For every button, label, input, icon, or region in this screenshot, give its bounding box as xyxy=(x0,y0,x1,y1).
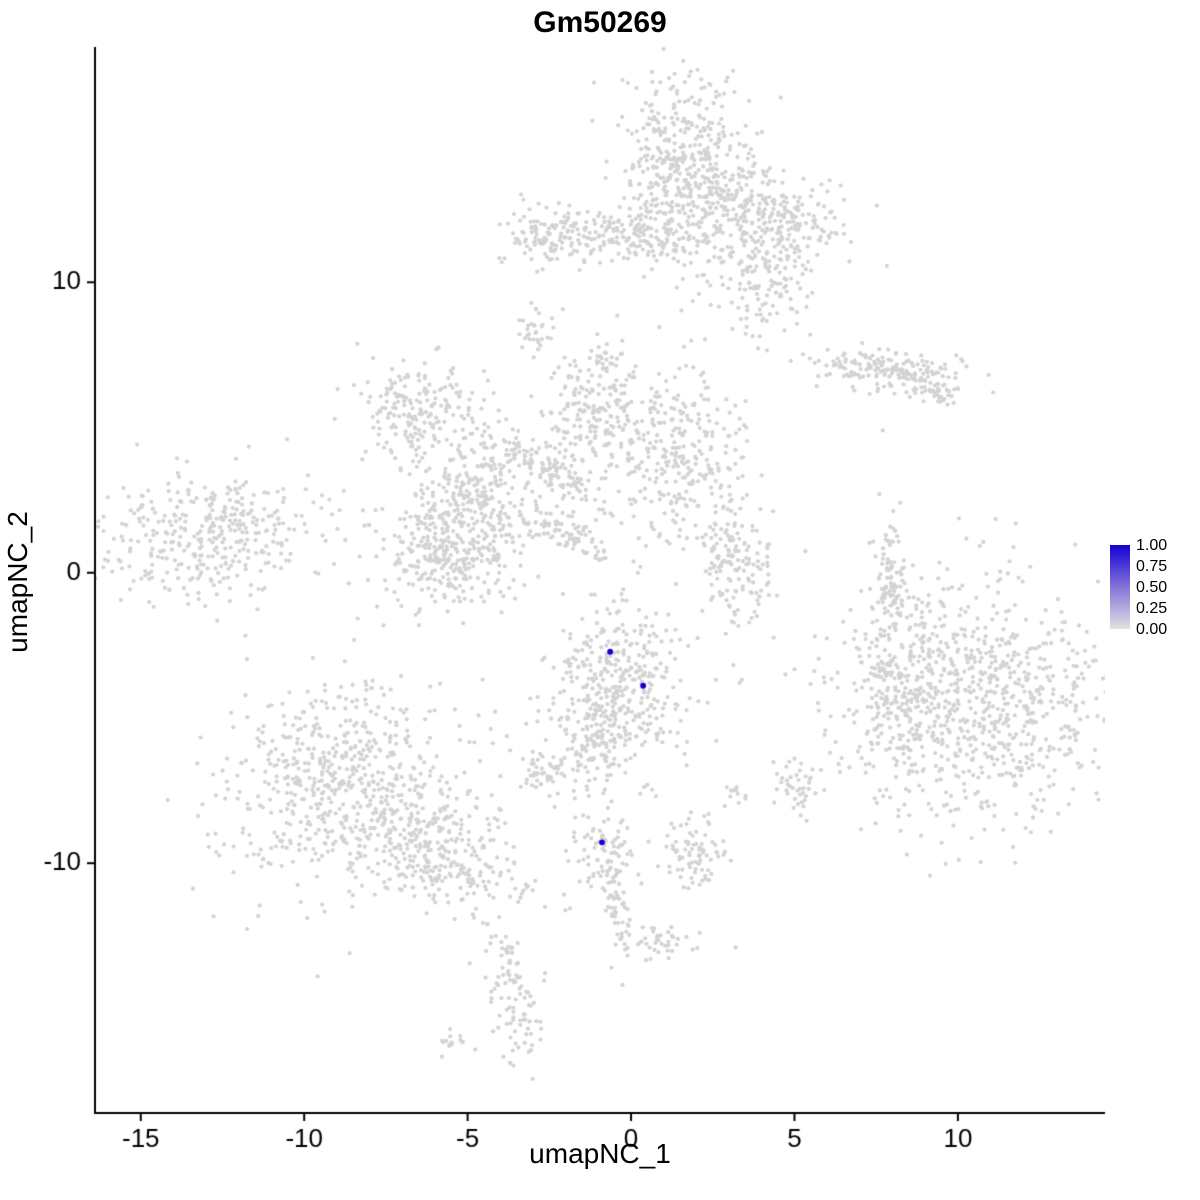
expression-color-legend: 1.00 0.75 0.50 0.25 0.00 xyxy=(1110,538,1200,645)
legend-tick-label: 0.25 xyxy=(1136,600,1168,617)
y-axis-label: umapNC_2 xyxy=(2,511,33,653)
legend-tick-label: 0.00 xyxy=(1136,621,1168,638)
legend-tick-label: 0.50 xyxy=(1136,579,1168,596)
legend-gradient-bar xyxy=(1110,545,1130,629)
x-axis-label: umapNC_1 xyxy=(529,1138,671,1169)
legend-tick-label: 1.00 xyxy=(1136,537,1168,554)
plot-title: Gm50269 xyxy=(533,6,667,39)
legend-tick-labels: 1.00 0.75 0.50 0.25 0.00 xyxy=(1136,538,1196,638)
legend-tick-label: 0.75 xyxy=(1136,558,1168,575)
